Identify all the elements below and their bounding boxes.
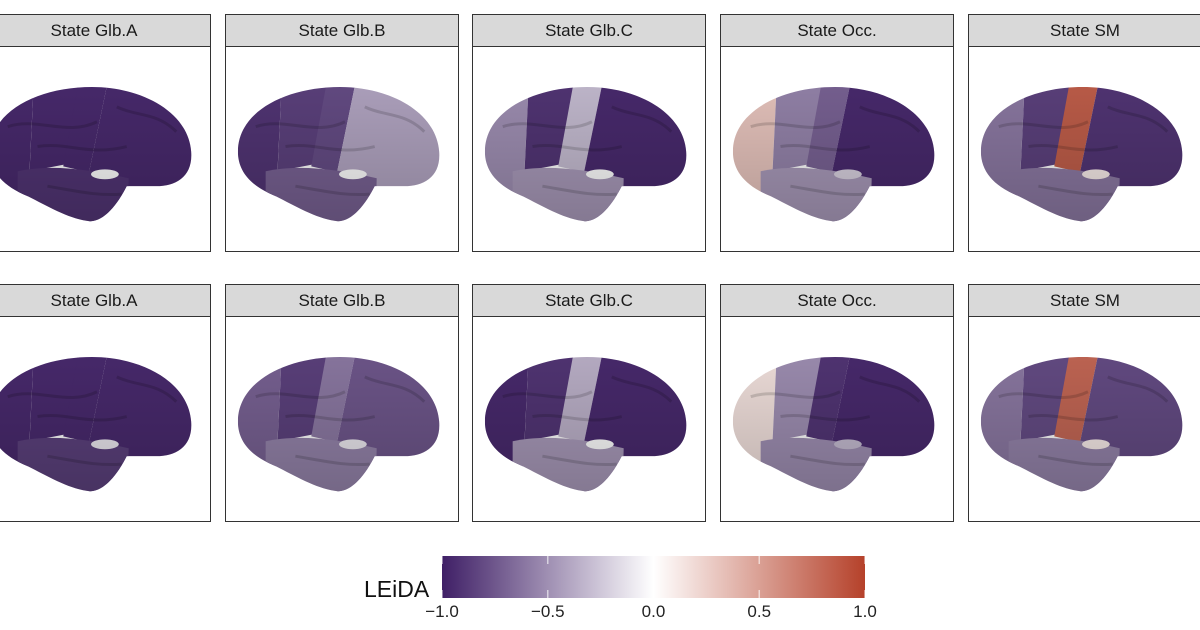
colorbar-tick-label: −1.0 (425, 602, 459, 621)
facet-panel: State Glb.C (472, 284, 706, 522)
facet-strip-title: State SM (968, 14, 1200, 47)
facet-panel: State Glb.A (0, 14, 211, 252)
facet-panel: State Glb.B (225, 14, 459, 252)
brain-surface (237, 87, 440, 222)
surface-shading (0, 87, 192, 222)
surface-shading (732, 357, 935, 492)
legend-title: LEiDA (364, 576, 430, 602)
surface-shading (732, 87, 935, 222)
facet-body (472, 47, 706, 252)
facet-panel: State Occ. (720, 14, 954, 252)
facet-strip-title: State Occ. (720, 284, 954, 317)
brain-surface (732, 357, 935, 492)
surface-shading (484, 357, 687, 492)
colorbar-tick-label: 0.0 (641, 602, 666, 621)
facet-strip-title: State Glb.B (225, 284, 459, 317)
facet-body (0, 317, 211, 522)
facet-body (225, 47, 459, 252)
facet-body (472, 317, 706, 522)
brain-surface (237, 357, 440, 492)
facet-body (720, 317, 954, 522)
facet-body (968, 47, 1200, 252)
colorbar-tick-label: 1.0 (853, 602, 877, 621)
surface-shading (980, 357, 1183, 492)
facet-strip-title: State Glb.B (225, 14, 459, 47)
facet-body (0, 47, 211, 252)
brain-surface (980, 357, 1183, 492)
surface-shading (237, 357, 440, 492)
brain-surface (484, 87, 687, 222)
facet-panel: State SM (968, 284, 1200, 522)
brain-surface (484, 357, 687, 492)
facet-strip-title: State Glb.A (0, 284, 211, 317)
facet-body (720, 47, 954, 252)
facet-panel: State Glb.A (0, 284, 211, 522)
surface-shading (484, 87, 687, 222)
facet-body (225, 317, 459, 522)
surface-shading (980, 87, 1183, 222)
brain-surface (980, 87, 1183, 222)
colorbar (442, 556, 865, 598)
facet-strip-title: State Glb.C (472, 14, 706, 47)
facet-strip-title: State Glb.C (472, 284, 706, 317)
colorbar-tick-label: 0.5 (747, 602, 772, 621)
brain-surface (732, 87, 935, 222)
facet-panel: State Glb.B (225, 284, 459, 522)
surface-shading (237, 87, 440, 222)
brain-surface (0, 87, 192, 222)
facet-panel: State SM (968, 14, 1200, 252)
facet-strip-title: State SM (968, 284, 1200, 317)
facet-strip-title: State Glb.A (0, 14, 211, 47)
surface-shading (0, 357, 192, 492)
brain-surface (0, 357, 192, 492)
facet-strip-title: State Occ. (720, 14, 954, 47)
facet-panel: State Occ. (720, 284, 954, 522)
facet-panel: State Glb.C (472, 14, 706, 252)
colorbar-tick-label: −0.5 (530, 602, 565, 621)
facet-body (968, 317, 1200, 522)
